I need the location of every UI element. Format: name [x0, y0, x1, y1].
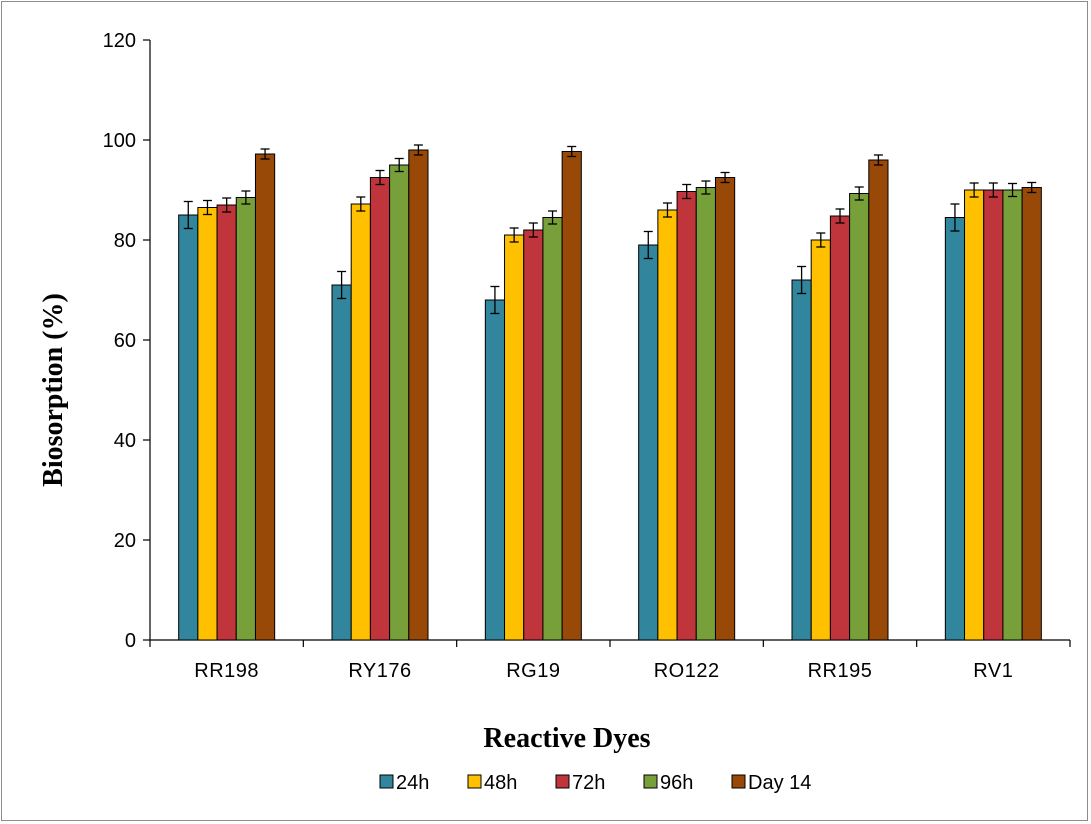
bar — [331, 284, 352, 641]
legend-label: 24h — [396, 772, 429, 794]
x-tick-label: RR195 — [808, 660, 873, 682]
y-tick-label: 20 — [114, 530, 136, 552]
y-tick-label: 60 — [114, 330, 136, 352]
legend: 24h 48h 72h 96h Day 14 — [379, 772, 811, 794]
bar — [523, 229, 544, 641]
bar — [178, 214, 199, 641]
bar — [350, 203, 371, 641]
x-axis: RR198 RY176 RG19 RO122 RR195 RV1 — [149, 639, 1071, 682]
legend-swatch — [555, 774, 570, 789]
bar — [829, 215, 851, 641]
bar — [983, 189, 1004, 641]
bar — [542, 217, 563, 641]
legend-label: 72h — [572, 772, 605, 794]
bar — [561, 151, 582, 641]
bar — [1021, 187, 1042, 641]
bar — [197, 207, 218, 641]
x-tick-label: RV1 — [973, 660, 1013, 682]
legend-swatch — [731, 774, 746, 789]
y-axis-title: Biosorption (%) — [38, 293, 69, 487]
bar — [657, 209, 678, 641]
bar — [868, 159, 889, 641]
y-axis: 0 20 40 60 80 100 120 — [103, 30, 151, 652]
y-tick-label: 0 — [125, 630, 136, 652]
y-tick-label: 100 — [103, 130, 136, 152]
bar — [944, 217, 966, 641]
bar — [408, 149, 429, 641]
bar — [504, 234, 525, 641]
bar — [235, 197, 256, 641]
x-tick-label: RR198 — [194, 660, 259, 682]
y-tick-label: 80 — [114, 230, 136, 252]
bar — [849, 193, 870, 641]
x-tick-label: RO122 — [654, 660, 720, 682]
bar — [695, 187, 716, 641]
bar — [638, 244, 659, 641]
bar — [254, 153, 276, 641]
legend-swatch — [467, 774, 482, 789]
legend-label: Day 14 — [748, 772, 811, 794]
bar — [964, 189, 985, 641]
bar — [1002, 189, 1023, 641]
bar — [369, 177, 391, 641]
y-tick-label: 120 — [103, 30, 136, 52]
bar — [389, 164, 410, 641]
x-tick-label: RY176 — [348, 660, 411, 682]
legend-label: 48h — [484, 772, 517, 794]
bars-area — [178, 144, 1042, 641]
x-axis-title: Reactive Dyes — [483, 723, 650, 754]
bar — [810, 239, 831, 641]
bar — [216, 204, 237, 641]
legend-label: 96h — [660, 772, 693, 794]
legend-swatch — [379, 774, 394, 789]
bar — [484, 299, 506, 641]
y-tick-label: 40 — [114, 430, 136, 452]
bar — [791, 279, 812, 641]
legend-swatch — [643, 774, 658, 789]
x-tick-label: RG19 — [506, 660, 560, 682]
bar — [676, 191, 697, 641]
bar — [714, 177, 736, 641]
